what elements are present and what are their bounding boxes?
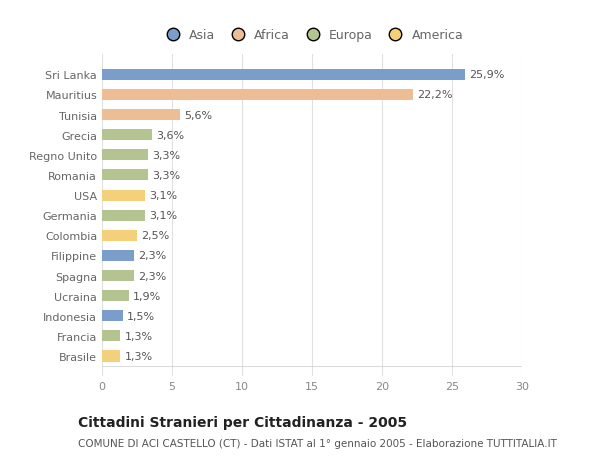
Bar	[102, 270, 134, 281]
Text: 3,6%: 3,6%	[157, 130, 185, 140]
Text: 22,2%: 22,2%	[417, 90, 452, 100]
Text: 3,3%: 3,3%	[152, 151, 181, 161]
Text: 3,3%: 3,3%	[152, 171, 181, 180]
Bar	[102, 291, 128, 302]
Bar	[102, 250, 134, 262]
Bar	[102, 70, 464, 81]
Bar	[102, 90, 413, 101]
Bar	[102, 330, 120, 341]
Text: 1,5%: 1,5%	[127, 311, 155, 321]
Legend: Asia, Africa, Europa, America: Asia, Africa, Europa, America	[161, 29, 463, 42]
Text: 2,3%: 2,3%	[139, 251, 167, 261]
Text: 3,1%: 3,1%	[149, 190, 178, 201]
Text: 25,9%: 25,9%	[469, 70, 504, 80]
Bar	[102, 150, 148, 161]
Text: 1,3%: 1,3%	[124, 331, 152, 341]
Bar	[102, 170, 148, 181]
Text: COMUNE DI ACI CASTELLO (CT) - Dati ISTAT al 1° gennaio 2005 - Elaborazione TUTTI: COMUNE DI ACI CASTELLO (CT) - Dati ISTAT…	[78, 438, 557, 448]
Bar	[102, 130, 152, 141]
Text: 1,9%: 1,9%	[133, 291, 161, 301]
Bar	[102, 230, 137, 241]
Text: 3,1%: 3,1%	[149, 211, 178, 221]
Bar	[102, 351, 120, 362]
Bar	[102, 110, 181, 121]
Bar	[102, 190, 145, 201]
Text: 2,5%: 2,5%	[141, 231, 169, 241]
Text: Cittadini Stranieri per Cittadinanza - 2005: Cittadini Stranieri per Cittadinanza - 2…	[78, 415, 407, 429]
Text: 1,3%: 1,3%	[124, 351, 152, 361]
Bar	[102, 311, 123, 322]
Bar	[102, 210, 145, 221]
Text: 2,3%: 2,3%	[139, 271, 167, 281]
Text: 5,6%: 5,6%	[185, 110, 213, 120]
